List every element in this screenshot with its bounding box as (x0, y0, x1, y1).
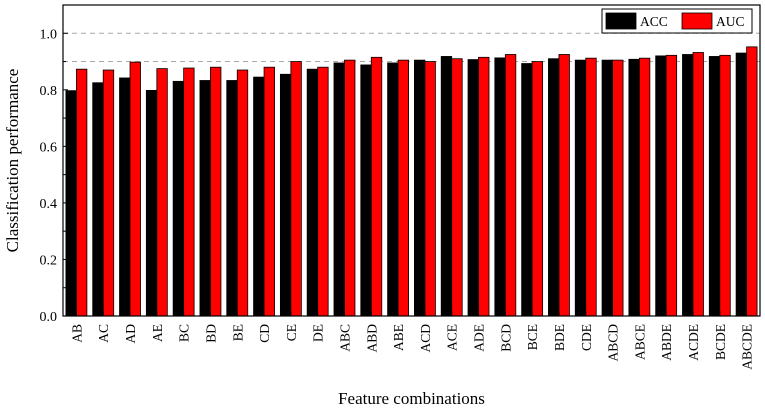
bar-auc-cde (585, 57, 597, 317)
bar-acc-bd (199, 80, 211, 317)
x-tick-label: BCD (498, 324, 513, 352)
x-tick-label: CDE (579, 324, 594, 351)
y-tick-label: 0.0 (40, 310, 58, 325)
plot-frame (62, 4, 761, 317)
bar-acc-abce (628, 58, 640, 317)
y-tick-label: 0.8 (40, 84, 58, 99)
bar-auc-abde (665, 54, 678, 317)
bar-auc-ce (290, 61, 302, 317)
x-tick-label: BE (230, 324, 245, 341)
bar-acc-bce (521, 63, 533, 317)
x-tick-label: ABD (364, 324, 379, 353)
bar-acc-ade (467, 59, 479, 317)
y-axis: 0.0 0.2 0.4 0.6 0.8 1.0 (40, 4, 68, 325)
x-tick-label: ABCE (632, 324, 647, 360)
x-axis: AB AC AD AE BC BD BE CD CE DE ABC ABD ABE ACD ACE ADE BC… (69, 311, 755, 370)
x-axis-label: Feature combinations (338, 389, 485, 408)
x-tick-label: ACE (445, 324, 460, 351)
x-tick-label: AB (69, 324, 84, 343)
bar-auc-ad (129, 61, 141, 317)
x-tick-label: CE (284, 324, 299, 341)
bar-auc-bd (210, 66, 222, 317)
x-tick-label: ACD (418, 324, 433, 353)
bar-acc-abcde (735, 52, 747, 317)
bar-auc-be (236, 69, 249, 317)
x-tick-label: ABCDE (740, 324, 755, 370)
y-tick-label: 0.2 (40, 253, 58, 268)
bar-acc-ac (92, 82, 104, 317)
bar-acc-ad (119, 77, 131, 317)
x-tick-label: ACDE (686, 324, 701, 361)
bar-acc-cde (574, 59, 587, 317)
bar-acc-be (226, 80, 238, 317)
x-tick-label: BCE (525, 324, 540, 350)
bar-auc-abe (397, 59, 409, 317)
bar-auc-acd (424, 61, 436, 317)
x-tick-label: ABCD (606, 324, 621, 362)
bar-acc-bcd (494, 57, 506, 317)
bar-acc-ace (440, 56, 453, 317)
x-tick-label: BD (203, 324, 218, 343)
bar-acc-abc (333, 62, 345, 317)
bar-auc-bcde (719, 54, 731, 317)
bar-acc-bcde (708, 56, 721, 317)
bar-auc-ae (156, 68, 168, 317)
bar-acc-acde (682, 54, 694, 317)
bar-acc-ce (279, 73, 292, 317)
bar-auc-de (317, 66, 329, 317)
bar-auc-bc (183, 67, 195, 317)
bar-acc-abe (387, 62, 399, 317)
bar-acc-abde (655, 55, 667, 317)
bar-auc-cd (263, 66, 275, 317)
y-tick-label: 1.0 (40, 27, 58, 42)
bar-auc-abce (638, 57, 651, 317)
bar-acc-cd (253, 76, 265, 317)
bar-auc-ace (451, 58, 463, 317)
bar-acc-bde (548, 58, 560, 317)
legend: ACC AUC (601, 8, 753, 34)
bar-acc-ae (145, 89, 158, 317)
x-tick-label: BCDE (713, 324, 728, 360)
y-tick-label: 0.6 (40, 140, 58, 155)
bar-acc-bc (172, 80, 185, 317)
bar-auc-acde (692, 52, 704, 317)
bar-auc-bde (558, 54, 570, 317)
x-tick-label: ADE (472, 324, 487, 352)
legend-label-acc: ACC (640, 14, 668, 29)
bar-auc-ab (76, 68, 88, 317)
bar-auc-abcde (746, 46, 758, 317)
bars (65, 46, 758, 317)
bar-auc-abc (344, 59, 356, 317)
bar-auc-abcd (612, 59, 624, 317)
legend-swatch-acc (605, 12, 637, 30)
bar-auc-abd (370, 56, 383, 317)
x-tick-label: BDE (552, 324, 567, 351)
x-tick-label: AC (96, 324, 111, 343)
bar-acc-de (306, 68, 319, 317)
bar-auc-ade (478, 56, 490, 317)
legend-label-auc: AUC (716, 14, 745, 29)
bar-acc-abd (360, 64, 372, 317)
bar-acc-abcd (601, 59, 613, 317)
bar-auc-bce (531, 61, 544, 317)
x-tick-label: ABDE (659, 324, 674, 361)
y-axis-label: Classification performance (3, 69, 22, 253)
x-tick-label: ABE (391, 324, 406, 351)
bar-auc-ac (102, 69, 115, 317)
x-tick-label: BC (177, 324, 192, 342)
x-tick-label: AE (150, 324, 165, 342)
bar-acc-acd (414, 59, 426, 317)
x-tick-label: ABC (337, 324, 352, 352)
y-tick-label: 0.4 (40, 197, 58, 212)
x-tick-label: CD (257, 324, 272, 343)
bar-auc-bcd (504, 54, 517, 317)
x-tick-label: DE (311, 324, 326, 342)
x-tick-label: AD (123, 324, 138, 344)
legend-swatch-auc (681, 12, 713, 30)
